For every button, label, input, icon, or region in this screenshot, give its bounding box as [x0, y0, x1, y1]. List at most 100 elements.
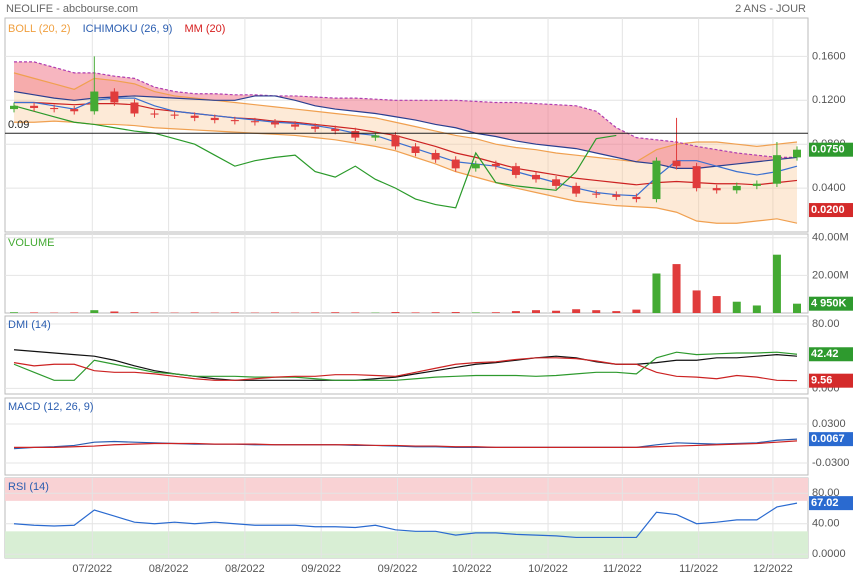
candle-body	[412, 146, 420, 153]
x-tick-label: 11/2022	[603, 563, 642, 575]
candle-body	[432, 153, 440, 160]
zone	[5, 478, 808, 501]
candle-body	[652, 161, 660, 199]
volume-bar	[331, 312, 339, 313]
volume-bar	[311, 312, 319, 313]
panel-title: DMI (14)	[8, 319, 51, 331]
page-title: NEOLIFE - abcbourse.com	[6, 3, 138, 15]
candle-body	[110, 92, 118, 103]
candle-body	[211, 118, 219, 120]
legend-item: ICHIMOKU (26, 9)	[83, 23, 173, 35]
value-badge-label: 0.0067	[811, 433, 845, 445]
period: 2 ANS - JOUR	[735, 3, 806, 15]
value-badge-label: 4 950K	[811, 298, 847, 310]
y-tick-label: 20.00M	[812, 269, 849, 281]
candle-body	[331, 129, 339, 131]
value-badge-label: 9.56	[811, 375, 832, 387]
volume-bar	[130, 312, 138, 313]
volume-bar	[552, 311, 560, 313]
panel-title: VOLUME	[8, 237, 54, 249]
volume-bar	[512, 311, 520, 313]
candle-body	[753, 184, 761, 186]
legend-item: MM (20)	[184, 23, 225, 35]
y-tick-label: 0.0300	[812, 418, 846, 430]
candle-body	[30, 106, 38, 108]
x-tick-label: 10/2022	[528, 563, 568, 575]
volume-bar	[10, 312, 18, 313]
x-tick-label: 09/2022	[378, 563, 418, 575]
candle-body	[70, 109, 78, 111]
value-badge-label: 67.02	[811, 497, 839, 509]
panel	[5, 316, 808, 394]
volume-bar	[231, 312, 239, 313]
candle-body	[492, 164, 500, 166]
y-tick-label: 0.0000	[812, 548, 846, 560]
y-tick-label: 0.1600	[812, 50, 846, 62]
candle-body	[673, 161, 681, 166]
volume-bar	[391, 312, 399, 313]
candle-body	[50, 108, 58, 109]
volume-bar	[452, 312, 460, 313]
volume-bar	[472, 312, 480, 313]
candle-body	[351, 131, 359, 138]
candle-body	[793, 150, 801, 158]
candle-body	[10, 106, 18, 109]
volume-bar	[492, 312, 500, 313]
volume-bar	[572, 309, 580, 313]
volume-bar	[532, 310, 540, 313]
value-badge-label: 0.0750	[811, 144, 845, 156]
volume-bar	[110, 311, 118, 313]
x-tick-label: 12/2022	[753, 563, 793, 575]
candle-body	[693, 166, 701, 188]
volume-bar	[412, 312, 420, 313]
volume-bar	[151, 312, 159, 313]
candle-body	[151, 113, 159, 114]
volume-bar	[733, 302, 741, 313]
volume-bar	[191, 312, 199, 313]
volume-bar	[70, 312, 78, 313]
x-tick-label: 07/2022	[72, 563, 112, 575]
candle-body	[592, 194, 600, 195]
panel-title: RSI (14)	[8, 481, 49, 493]
volume-bar	[713, 296, 721, 313]
legend-item: BOLL (20, 2)	[8, 23, 71, 35]
candle-body	[191, 116, 199, 118]
candle-body	[271, 122, 279, 124]
candle-body	[552, 179, 560, 186]
candle-body	[90, 92, 98, 112]
panel-title: MACD (12, 26, 9)	[8, 401, 94, 413]
candle-body	[713, 188, 721, 190]
volume-bar	[673, 264, 681, 313]
y-tick-label: -0.0300	[812, 457, 849, 469]
candle-body	[391, 135, 399, 146]
value-badge-label: 42.42	[811, 348, 839, 360]
volume-bar	[632, 310, 640, 313]
reference-label: 0.09	[8, 119, 29, 131]
candle-body	[171, 115, 179, 116]
candle-body	[733, 186, 741, 190]
volume-bar	[30, 312, 38, 313]
y-tick-label: 80.00	[812, 318, 840, 330]
y-tick-label: 0.1200	[812, 94, 846, 106]
candle-body	[371, 135, 379, 137]
candle-body	[231, 120, 239, 121]
candle-body	[472, 164, 480, 168]
volume-bar	[271, 312, 279, 313]
value-badge-label: 0.0200	[811, 204, 845, 216]
volume-bar	[652, 274, 660, 314]
volume-bar	[90, 310, 98, 313]
volume-bar	[753, 305, 761, 313]
volume-bar	[612, 311, 620, 313]
volume-bar	[793, 304, 801, 313]
candle-body	[773, 155, 781, 184]
y-tick-label: 40.00M	[812, 232, 849, 244]
candle-body	[311, 127, 319, 129]
candle-body	[291, 124, 299, 126]
candle-body	[512, 166, 520, 175]
candle-body	[632, 197, 640, 199]
volume-bar	[693, 290, 701, 313]
candle-body	[452, 160, 460, 169]
candle-body	[130, 103, 138, 114]
candle-body	[572, 186, 580, 194]
